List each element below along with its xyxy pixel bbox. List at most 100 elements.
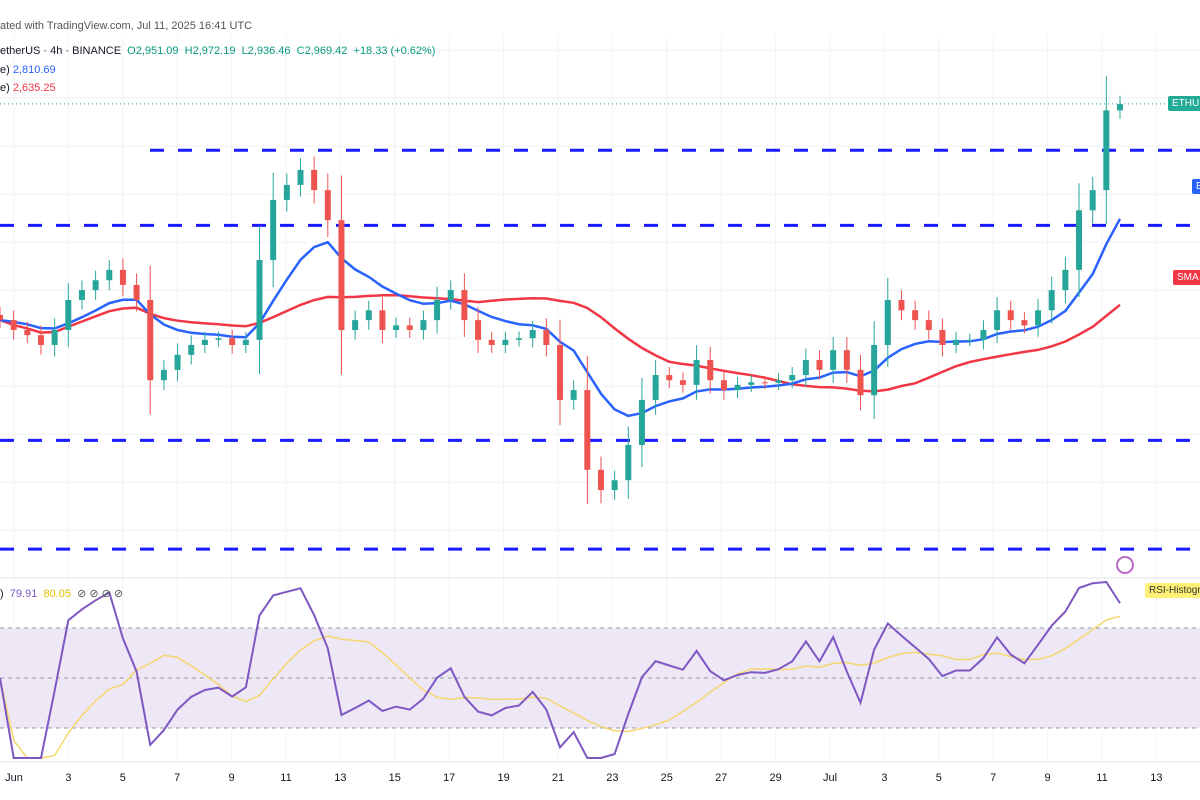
candle-body — [516, 338, 523, 340]
candle-body — [1117, 104, 1123, 111]
candle-body — [133, 284, 140, 300]
candle-body — [256, 260, 263, 340]
candle-body — [802, 360, 809, 376]
candle-body — [748, 382, 755, 385]
candle-body — [666, 375, 673, 381]
candle-body — [830, 350, 837, 370]
candle-body — [215, 338, 222, 340]
x-tick-label: 7 — [174, 772, 181, 784]
open-value: O2,951.09 — [127, 45, 179, 57]
candle-body — [1048, 290, 1055, 311]
candle-body — [1062, 269, 1069, 291]
candle-body — [0, 314, 3, 321]
x-tick-label: 25 — [660, 772, 673, 784]
candle-body — [584, 390, 591, 470]
candle-body — [242, 339, 249, 345]
candle-body — [1021, 320, 1028, 326]
x-tick-label: Jul — [822, 772, 838, 784]
candle-body — [174, 354, 181, 370]
candle-body — [912, 310, 919, 321]
x-tick-label: 23 — [606, 772, 619, 784]
close-value: C2,969.42 — [296, 45, 348, 57]
high-value: H2,972.19 — [184, 45, 236, 57]
rsi-price-tag: RSI-Histogram — [1145, 583, 1200, 598]
candle-body — [297, 169, 304, 185]
candle-body — [406, 325, 413, 330]
candle-body — [78, 290, 85, 300]
change-value: +18.33 (+0.62%) — [353, 45, 436, 57]
candle-body — [652, 375, 659, 400]
sma-label: e) — [0, 82, 10, 94]
candle-body — [365, 310, 372, 321]
candle-body — [1103, 110, 1110, 191]
candle-body — [871, 345, 878, 396]
candle-body — [939, 329, 946, 345]
candle-body — [734, 384, 741, 391]
candle-body — [379, 310, 386, 330]
candle-body — [611, 480, 618, 491]
candle-body — [843, 350, 850, 370]
candle-body — [461, 290, 468, 321]
candle-body — [966, 339, 973, 341]
candle-body — [557, 345, 563, 400]
rsi-value: 79.91 — [9, 588, 38, 600]
candle-body — [488, 339, 495, 345]
ema-legend: e) 2,810.69 — [0, 64, 56, 76]
candle-body — [201, 339, 208, 345]
candle-body — [693, 360, 700, 385]
symbol-label[interactable]: etherUS · 4h · BINANCE — [0, 45, 122, 57]
candle-body — [37, 335, 44, 345]
sma-value: 2,635.25 — [12, 82, 56, 94]
x-tick-label: 11 — [280, 772, 292, 784]
candle-body — [393, 325, 400, 330]
candle-body — [160, 369, 167, 381]
x-tick-label: 9 — [228, 772, 235, 784]
candle-body — [529, 329, 536, 339]
x-tick-label: 5 — [935, 772, 942, 784]
ema-price-tag: E — [1192, 179, 1200, 194]
candle-body — [543, 329, 550, 345]
candle-body — [925, 320, 932, 330]
candle-body — [106, 269, 113, 281]
attribution: ated with TradingView.com, Jul 11, 2025 … — [0, 20, 253, 32]
x-tick-label: 13 — [1150, 772, 1163, 784]
candle-body — [994, 310, 1001, 330]
candle-body — [311, 169, 318, 191]
candle-body — [857, 369, 864, 396]
candle-body — [188, 345, 195, 355]
candle-body — [92, 280, 99, 291]
x-tick-label: 13 — [334, 772, 347, 784]
candle-body — [229, 338, 236, 345]
alert-icon[interactable] — [1116, 556, 1134, 574]
rsi-line — [0, 580, 1121, 759]
low-value: L2,936.46 — [241, 45, 291, 57]
candle-body — [119, 269, 126, 285]
candle-body — [597, 469, 604, 491]
candle-body — [898, 299, 905, 311]
x-tick-label: 5 — [119, 772, 126, 784]
candle-body — [10, 320, 17, 330]
candle-body — [1007, 310, 1014, 321]
x-tick-label: Jun — [5, 772, 23, 784]
x-tick-label: 17 — [443, 772, 456, 784]
rsi-ma-value: 80.05 — [43, 588, 71, 600]
sma-price-tag: SMA — [1173, 270, 1200, 285]
candle-body — [679, 380, 686, 385]
x-tick-label: 3 — [65, 772, 72, 784]
x-tick-label: 29 — [769, 772, 782, 784]
candle-body — [283, 184, 290, 200]
rsi-prefix: ) — [0, 588, 4, 600]
x-tick-label: 27 — [715, 772, 728, 784]
candle-body — [65, 299, 72, 330]
candle-body — [420, 320, 427, 330]
candle-body — [775, 380, 782, 383]
candle-body — [953, 339, 960, 345]
visibility-icons[interactable]: ⊘ ⊘ ⊘ ⊘ — [77, 588, 124, 600]
x-tick-label: 11 — [1096, 772, 1108, 784]
candle-body — [789, 375, 796, 381]
candle-body — [51, 329, 58, 345]
candle-body — [475, 320, 482, 340]
sma-line — [0, 293, 1121, 393]
x-tick-label: 19 — [497, 772, 510, 784]
